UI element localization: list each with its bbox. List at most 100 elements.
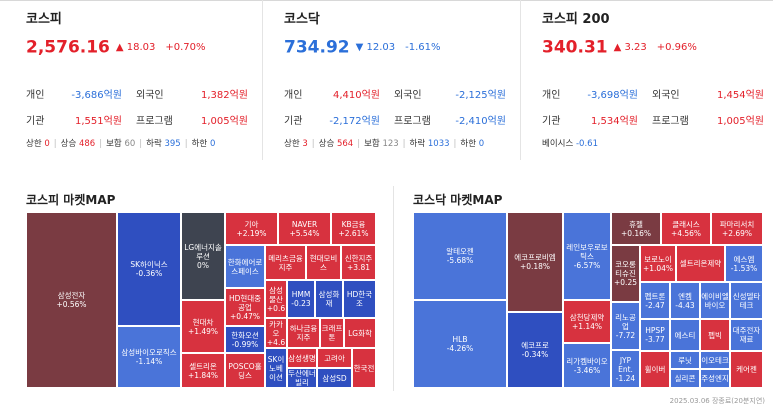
kospi200-summary[interactable]: 코스피 200 340.31 ▲ 3.23 +0.96% 개인 -3,698억원 외국인 1,… <box>542 8 773 149</box>
treemap-tile[interactable]: 현대모비스 <box>306 245 341 280</box>
treemap-tile[interactable]: 알테오젠 -5.68% <box>413 212 507 300</box>
investor-value: 1,454억원 <box>716 90 764 101</box>
tile-stock-name: 에스엠 <box>733 254 755 264</box>
tile-change-percent: +1.14% <box>571 321 603 331</box>
tile-stock-name: 한화에어로스페이스 <box>227 257 263 276</box>
investor-label: 개인 <box>542 90 561 101</box>
investor-value: -3,698억원 <box>587 90 638 101</box>
treemap-tile[interactable]: 펩빅 <box>700 319 730 351</box>
breadth-separator: | <box>453 139 457 149</box>
kosdaq-summary[interactable]: 코스닥 734.92 ▼ 12.03 -1.61% 개인 4,410억원 외국인 -2,125… <box>284 8 524 149</box>
treemap-tile[interactable]: 삼성생명 <box>287 348 317 368</box>
treemap-tile[interactable]: 코오롱티슈진 +0.25 <box>611 245 640 302</box>
treemap-tile[interactable]: 삼성화재 <box>315 280 343 318</box>
tile-change-percent: +2.19% <box>236 228 267 238</box>
tile-change-percent: -3.46% <box>573 365 601 375</box>
treemap-tile[interactable]: 셀트리온제약 <box>676 245 725 282</box>
treemap-tile[interactable]: 한화에어로스페이스 <box>225 245 265 288</box>
treemap-tile[interactable]: 클래시스 +4.56% <box>661 212 711 245</box>
breadth-label: 상한 <box>26 139 45 149</box>
treemap-tile[interactable]: 루닛 <box>670 351 700 369</box>
breadth-label: 상승 <box>60 139 79 149</box>
tile-stock-name: SK하이닉스 <box>130 260 168 269</box>
treemap-tile[interactable]: 삼성바이오로직스 -1.14% <box>117 326 181 388</box>
treemap-tile[interactable]: POSCO홀딩스 <box>225 353 265 388</box>
tile-change-percent: +5.54% <box>289 228 320 238</box>
tile-stock-name: 펩트론 <box>644 291 666 301</box>
treemap-tile[interactable]: 보로노이 +1.04% <box>640 245 676 282</box>
treemap-tile[interactable]: 신성델타테크 <box>730 282 763 319</box>
treemap-tile[interactable]: 에스티 <box>670 319 700 351</box>
treemap-tile[interactable]: 파마리서치 +2.69% <box>711 212 763 245</box>
treemap-tile[interactable]: LG에너지솔루션 0% <box>181 212 225 300</box>
treemap-tile[interactable]: 케어젠 <box>730 351 763 388</box>
treemap-tile[interactable]: HD한국조 <box>343 280 376 318</box>
tile-change-percent: -7.72 <box>615 330 636 340</box>
treemap-tile[interactable]: 에코프로비엠 +0.18% <box>507 212 563 312</box>
treemap-tile[interactable]: HPSP -3.77 <box>640 319 670 351</box>
tile-stock-name: NAVER <box>291 219 318 229</box>
tile-stock-name: 삼성전자 <box>57 291 86 300</box>
index-value: 340.31 <box>542 37 608 58</box>
treemap-tile[interactable]: 에코프로 -0.34% <box>507 312 563 388</box>
treemap-tile[interactable]: 주성엔지 <box>700 369 730 388</box>
tile-stock-name: 코오롱티슈진 <box>615 260 636 278</box>
treemap-tile[interactable]: 신한지주 +3.81 <box>341 245 376 280</box>
treemap-tile[interactable]: SK이노베이션 <box>265 348 287 388</box>
tile-stock-name: 두산에너빌리 <box>288 369 316 387</box>
treemap-tile[interactable]: 삼성전자 +0.56% <box>26 212 117 388</box>
treemap-tile[interactable]: 고려아 <box>317 348 352 368</box>
treemap-tile[interactable]: HD현대중공업 +0.47% <box>225 288 265 326</box>
treemap-tile[interactable]: SK하이닉스 -0.36% <box>117 212 181 326</box>
treemap-tile[interactable]: 두산에너빌리 <box>287 368 317 388</box>
treemap-tile[interactable]: 메리츠금융지주 <box>265 245 306 280</box>
treemap-tile[interactable]: 휠이버 <box>640 351 670 388</box>
treemap-tile[interactable]: 하나금융지주 <box>287 318 320 348</box>
treemap-tile[interactable]: LG화학 <box>344 318 376 348</box>
tile-stock-name: HD현대중공업 <box>228 293 262 312</box>
treemap-tile[interactable]: NAVER +5.54% <box>278 212 331 245</box>
treemap-tile[interactable]: 리가켐바이오 -3.46% <box>563 343 611 388</box>
tile-stock-name: 셀트리온 <box>189 361 217 371</box>
treemap-tile[interactable]: 레인보우로보틱스 -6.57% <box>563 212 611 300</box>
treemap-tile[interactable]: JYP Ent. -1.24 <box>611 350 640 388</box>
breadth-label: 상한 <box>284 139 303 149</box>
treemap-tile[interactable]: 삼성SD <box>317 368 352 388</box>
tile-stock-name: 삼성SD <box>322 373 347 383</box>
treemap-tile[interactable]: 삼천당제약 +1.14% <box>563 300 611 343</box>
investor-flow-table: 개인 4,410억원 외국인 -2,125억원 기관 -2,172억원 프로그램 -2,410… <box>284 86 506 136</box>
treemap-tile[interactable]: 실리콘 <box>670 369 700 388</box>
treemap-tile[interactable]: 엔켐 -4.43 <box>670 282 700 319</box>
treemap-tile[interactable]: 휴젤 +0.16% <box>611 212 661 245</box>
treemap-tile[interactable]: HMM -0.23 <box>287 280 315 318</box>
market-breadth: 상한 3 | 상승 564 | 보합 123 | 하락 1033 | 하한 0 <box>284 137 484 149</box>
tile-change-percent: -1.53% <box>730 263 758 273</box>
treemap-tile[interactable]: 한화오션 -0.99% <box>225 326 265 353</box>
tile-stock-name: 한국전 <box>353 363 375 373</box>
treemap-tile[interactable]: 현대차 +1.49% <box>181 300 225 353</box>
kosdaq-treemap: 알테오젠 -5.68% HLB -4.26% 에코프로비엠 +0.18% 에코프로 -0.34… <box>413 212 763 388</box>
kospi-summary[interactable]: 코스피 2,576.16 ▲ 18.03 +0.70% 개인 -3,686억원 외국인 1,3… <box>26 8 266 149</box>
treemap-tile[interactable]: 카카오 +4.6 <box>265 318 287 348</box>
tile-stock-name: HD한국조 <box>346 290 373 308</box>
tile-change-percent: +1.04% <box>642 263 674 273</box>
treemap-tile[interactable]: KB금융 +2.61% <box>331 212 376 245</box>
treemap-tile[interactable]: 셀트리온 +1.84% <box>181 353 225 388</box>
treemap-tile[interactable]: 한국전 <box>352 348 376 388</box>
treemap-tile[interactable]: 이오테크 <box>700 351 730 369</box>
treemap-tile[interactable]: 리노공업 -7.72 <box>611 302 640 350</box>
treemap-tile[interactable]: 에이비엘바이오 <box>700 282 730 319</box>
treemap-tile[interactable]: HLB -4.26% <box>413 300 507 388</box>
treemap-tile[interactable]: 삼성물산 +0.6 <box>265 280 287 318</box>
treemap-tile[interactable]: 크래프톤 <box>320 318 344 348</box>
index-value-row: 734.92 ▼ 12.03 -1.61% <box>284 37 524 58</box>
investor-label: 개인 <box>26 90 45 101</box>
treemap-tile[interactable]: 펩트론 -2.47 <box>640 282 670 319</box>
treemap-tile[interactable]: 기아 +2.19% <box>225 212 278 245</box>
investor-value: 4,410억원 <box>332 90 380 101</box>
breadth-label: 보합 <box>364 139 383 149</box>
treemap-tile[interactable]: 에스엠 -1.53% <box>725 245 763 282</box>
tile-change-percent: +3.81 <box>347 262 370 272</box>
treemap-tile[interactable]: 대주전자재료 <box>730 319 763 351</box>
tile-change-percent: +4.6 <box>266 337 286 347</box>
